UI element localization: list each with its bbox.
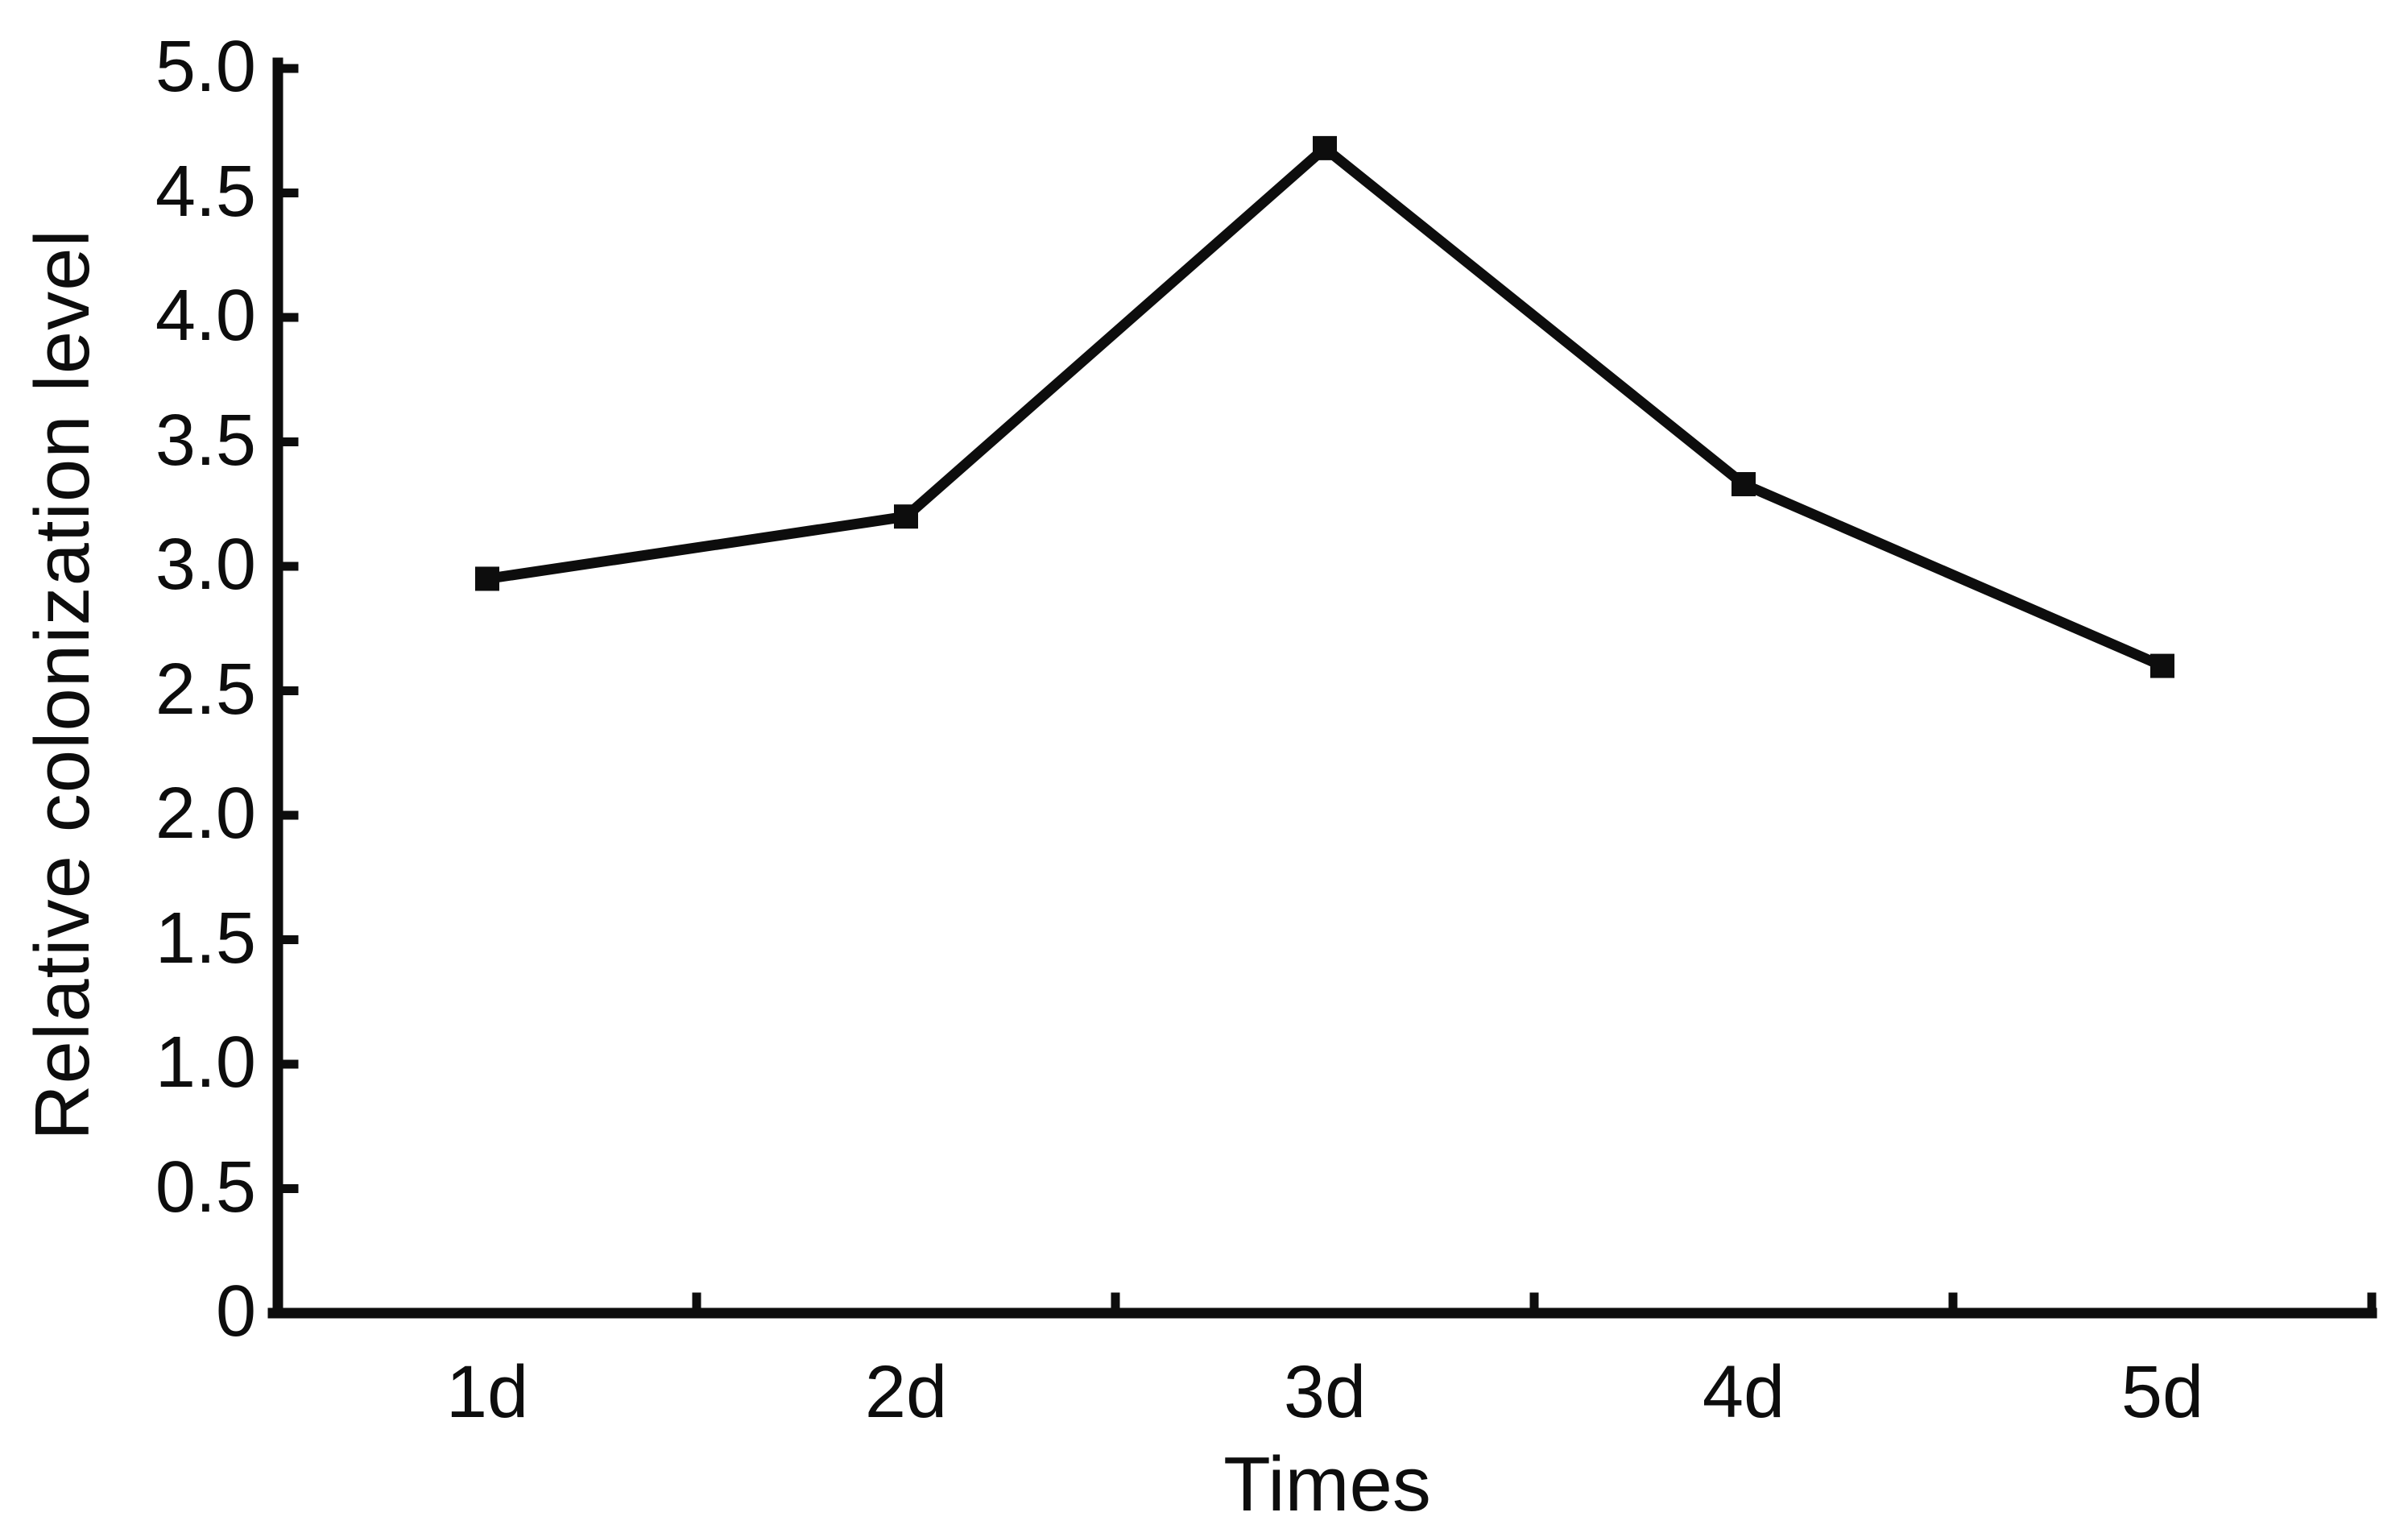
x-tick-label: 2d (864, 1351, 948, 1433)
x-tick-label: 3d (1283, 1351, 1367, 1433)
y-tick-label: 2.5 (155, 648, 256, 730)
data-point-marker (1732, 472, 1756, 497)
data-line (486, 141, 2165, 671)
y-tick-label: 0 (215, 1271, 256, 1353)
y-tick-label: 4.0 (155, 276, 256, 357)
y-tick-label: 4.5 (155, 151, 256, 232)
data-point-marker (894, 504, 918, 529)
y-tick-label: 0.5 (155, 1146, 256, 1228)
y-tick-label: 5.0 (155, 27, 256, 108)
x-tick-label: 5d (2120, 1351, 2204, 1433)
y-tick-label: 2.0 (155, 773, 256, 855)
y-tick-label: 3.5 (155, 400, 256, 481)
x-axis-label: Times (1223, 1441, 1431, 1527)
data-point-marker (2150, 653, 2174, 678)
data-point-marker (1313, 135, 1337, 160)
y-tick-label: 3.0 (155, 524, 256, 606)
y-tick-label: 1.5 (155, 897, 256, 979)
y-tick-label: 1.0 (155, 1022, 256, 1104)
x-tick-label: 1d (445, 1351, 529, 1433)
x-tick-label: 4d (1702, 1351, 1785, 1433)
data-point-marker (475, 566, 499, 591)
